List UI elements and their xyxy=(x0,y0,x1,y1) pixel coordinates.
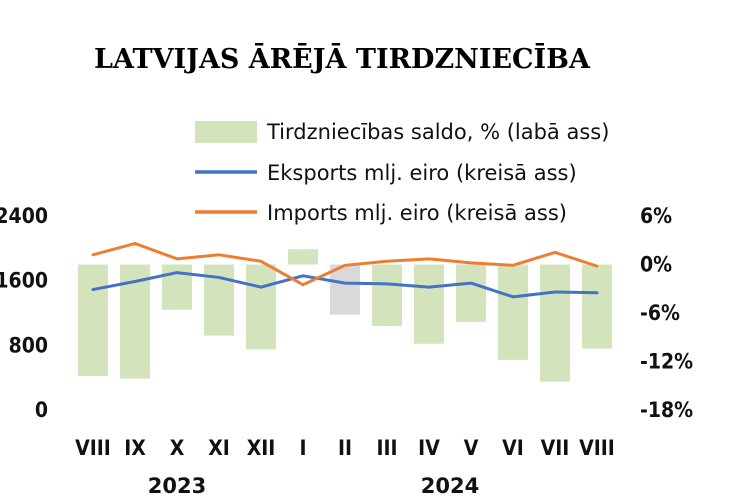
x-tick-label: XI xyxy=(208,436,230,460)
right-tick-label: 6% xyxy=(640,204,672,228)
year-label: 2024 xyxy=(421,474,479,498)
right-tick-label: 0% xyxy=(640,253,672,277)
saldo-bar xyxy=(582,264,612,349)
saldo-bar xyxy=(456,264,486,322)
saldo-bar xyxy=(288,249,318,265)
x-tick-label: XII xyxy=(247,436,276,460)
legend-label: Imports mlj. eiro (kreisā ass) xyxy=(267,201,567,225)
saldo-bar xyxy=(78,264,108,377)
left-tick-label: 1600 xyxy=(0,269,48,293)
saldo-bar xyxy=(498,264,528,360)
right-axis-ticks: -18% -12% -6% 0% 6% xyxy=(640,204,693,422)
left-axis-ticks: 0 800 1600 2400 xyxy=(0,204,48,422)
left-tick-label: 2400 xyxy=(0,204,48,228)
legend-swatch-saldo xyxy=(195,121,257,143)
legend-label: Eksports mlj. eiro (kreisā ass) xyxy=(267,161,577,185)
import-line xyxy=(91,241,599,287)
x-tick-label: IV xyxy=(418,436,440,460)
x-tick-label: VIII xyxy=(579,436,615,460)
year-labels: 2023 2024 xyxy=(148,474,479,498)
x-tick-label: VII xyxy=(541,436,570,460)
saldo-bar xyxy=(246,264,276,350)
right-tick-label: -12% xyxy=(640,350,693,374)
saldo-bar xyxy=(330,264,360,315)
left-tick-label: 800 xyxy=(9,333,48,357)
legend: Tirdzniecības saldo, % (labā ass) Eksport… xyxy=(195,120,609,225)
saldo-bar xyxy=(414,264,444,344)
saldo-bars xyxy=(78,249,612,382)
right-tick-label: -18% xyxy=(640,398,693,422)
saldo-bar xyxy=(540,264,570,382)
export-line xyxy=(91,271,599,299)
x-axis-ticks: VIII IX X XI XII I II III IV V VI VII VIII xyxy=(75,436,615,460)
saldo-bar xyxy=(372,264,402,326)
x-tick-label: V xyxy=(464,436,479,460)
x-tick-label: IX xyxy=(124,436,146,460)
legend-label: Tirdzniecības saldo, % (labā ass) xyxy=(266,120,609,144)
series-lines xyxy=(91,241,599,299)
x-tick-label: I xyxy=(299,436,306,460)
x-tick-label: III xyxy=(376,436,397,460)
right-tick-label: -6% xyxy=(640,301,680,325)
chart-title: LATVIJAS ĀRĒJĀ TIRDZNIECĪBA xyxy=(94,42,591,75)
x-tick-label: II xyxy=(338,436,352,460)
left-tick-label: 0 xyxy=(35,398,48,422)
x-tick-label: VI xyxy=(502,436,524,460)
x-tick-label: X xyxy=(170,436,185,460)
year-label: 2023 xyxy=(148,474,206,498)
x-tick-label: VIII xyxy=(75,436,111,460)
